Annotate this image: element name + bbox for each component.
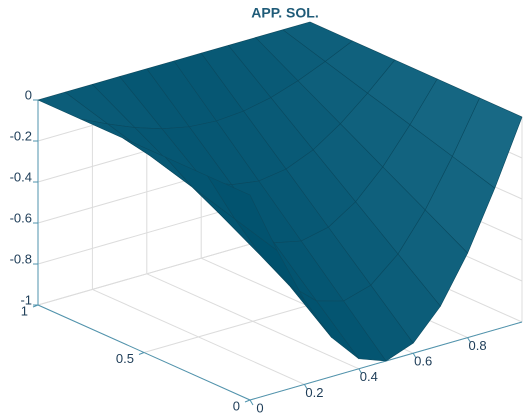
x-tick-label: 0.6 (414, 354, 432, 369)
x-tick-label: 0.2 (305, 385, 323, 400)
y-tick-label: 1 (21, 303, 28, 318)
x-tick (249, 399, 254, 406)
y-tick (138, 352, 145, 355)
z-tick-label: -0.4 (10, 169, 32, 184)
z-tick-label: -1 (20, 292, 32, 307)
y-tick-label: 0 (233, 398, 240, 413)
x-tick (412, 352, 417, 359)
x-tick (303, 384, 308, 390)
x-tick (467, 337, 472, 343)
x-tick-label: 0 (256, 400, 263, 415)
x-tick-label: 0.8 (469, 338, 487, 353)
x-tick-label: 0.4 (360, 369, 378, 384)
z-tick-label: 0 (25, 87, 32, 102)
y-tick (244, 399, 251, 403)
y-tick-label: 0.5 (116, 351, 134, 366)
z-tick-label: -0.6 (10, 210, 32, 225)
surface-patch (207, 175, 278, 251)
z-tick-label: -0.2 (10, 128, 32, 143)
z-tick-label: -0.8 (10, 251, 32, 266)
x-tick (358, 368, 363, 375)
chart-title: APP. SOL. (251, 5, 318, 21)
